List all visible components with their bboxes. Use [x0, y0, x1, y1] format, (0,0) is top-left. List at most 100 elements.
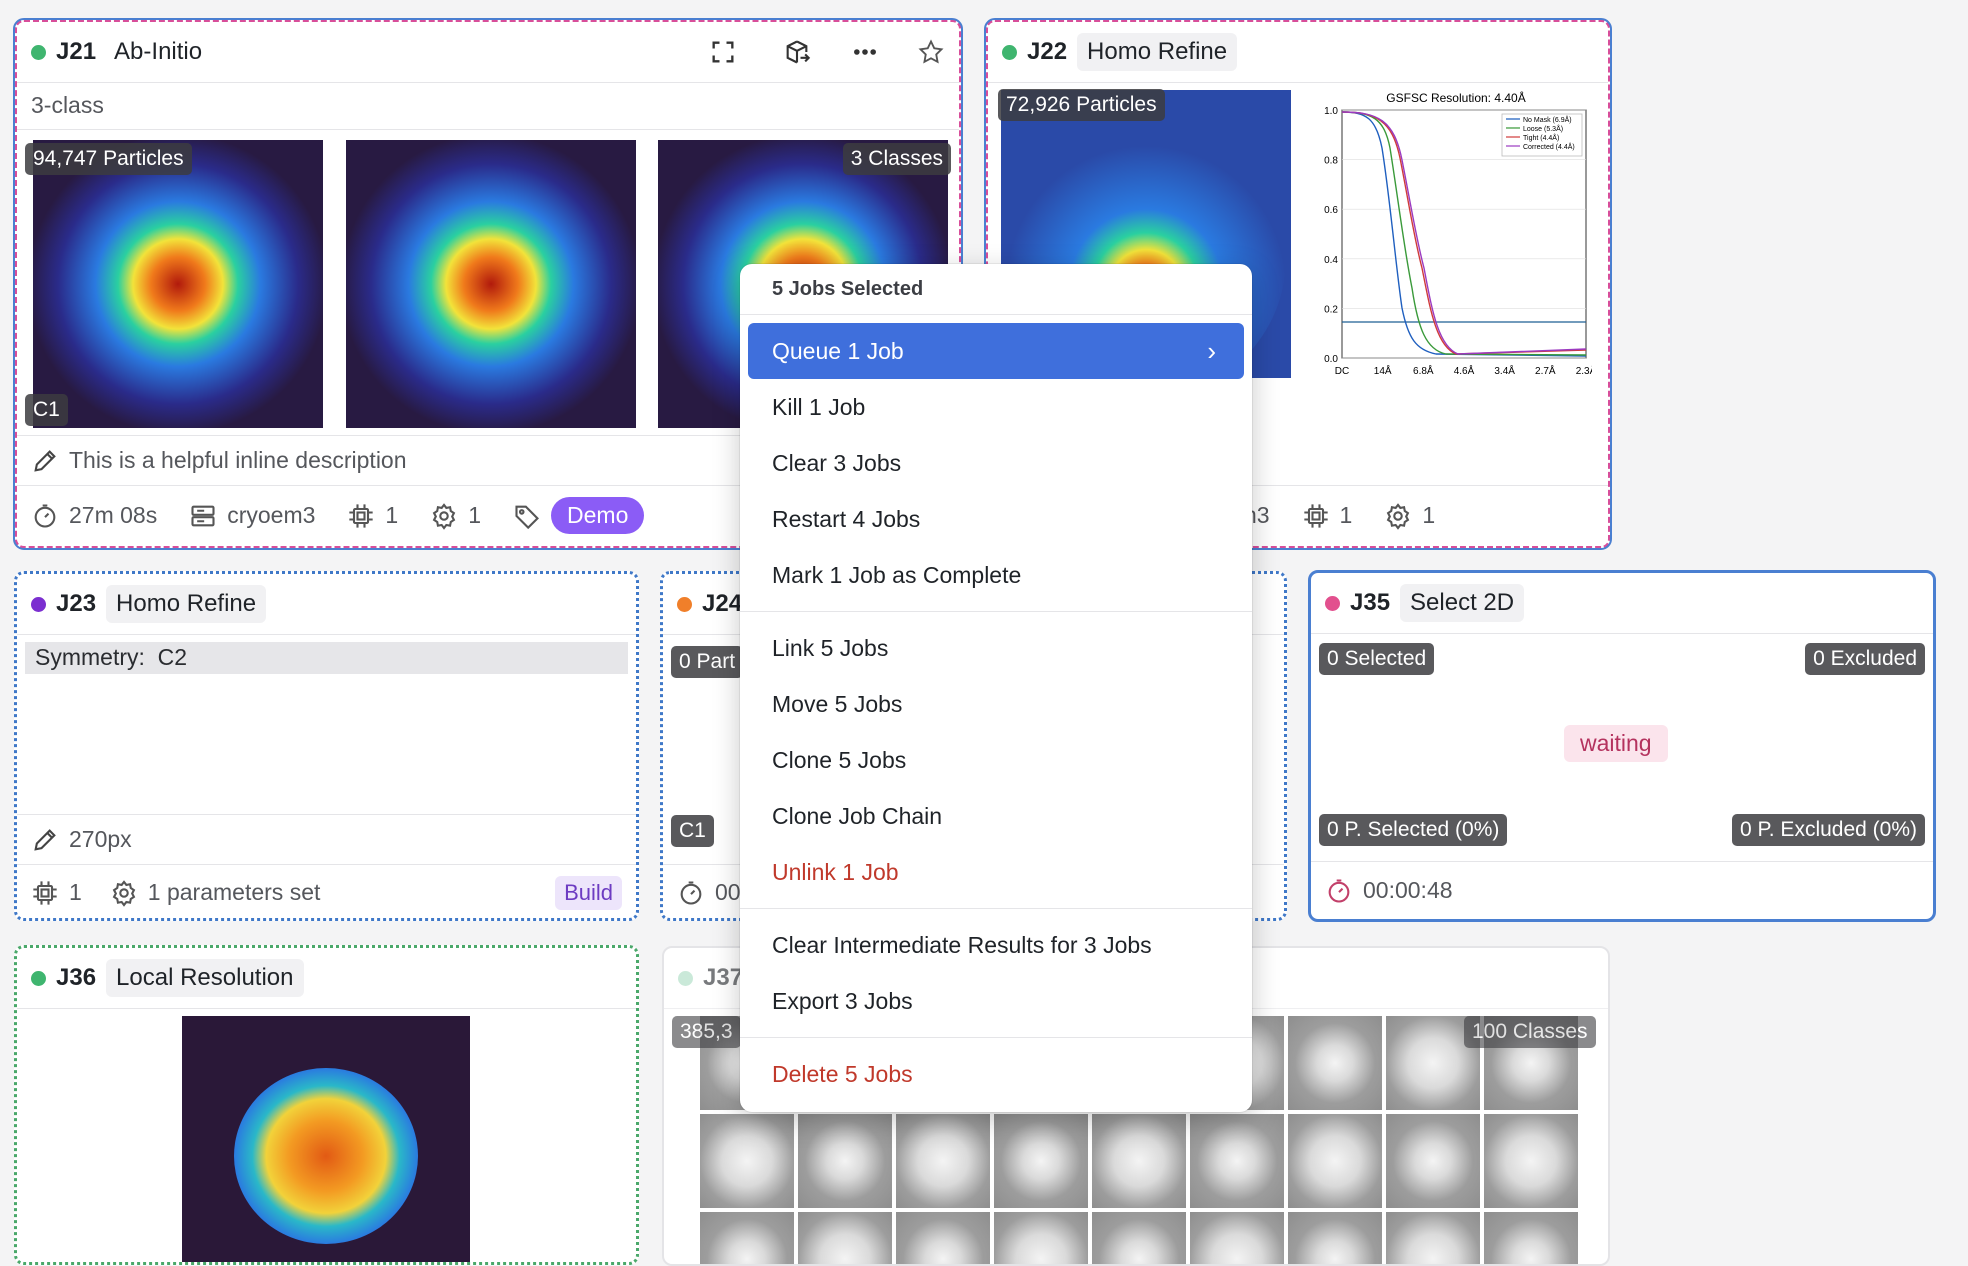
timer-icon — [31, 502, 59, 530]
fsc-chart: GSFSC Resolution: 4.40Å 1.0 0.8 0.6 0.4 0.2 0… — [1316, 88, 1592, 398]
class-average-thumbnail — [1288, 1016, 1382, 1110]
job-id: J21 — [56, 38, 97, 65]
menu-item-mark-complete[interactable]: Mark 1 Job as Complete — [740, 547, 1252, 603]
class-image-1 — [33, 140, 323, 428]
status-dot — [1002, 44, 1017, 60]
elapsed-time: 27m 08s — [69, 502, 158, 528]
class-average-thumbnail — [1190, 1114, 1284, 1208]
fsc-x-tick: 3.4Å — [1494, 364, 1515, 377]
job-type: Homo Refine — [1077, 33, 1238, 71]
subtitle-text: 3-class — [31, 92, 104, 118]
selected-badge: 0 Selected — [1319, 643, 1435, 675]
job-card-j23[interactable]: J23 Homo Refine Symmetry: C2 270px 1 1 p… — [14, 571, 639, 921]
tag-icon — [513, 502, 541, 530]
build-badge[interactable]: Build — [555, 875, 622, 910]
fsc-y-tick: 0.8 — [1324, 156, 1338, 167]
elapsed-time: 00:00:48 — [1363, 877, 1453, 903]
pencil-icon — [31, 447, 59, 475]
menu-item-restart[interactable]: Restart 4 Jobs — [740, 491, 1252, 547]
status-dot — [31, 44, 46, 60]
fsc-curve-corrected — [1341, 111, 1587, 355]
card-footer: 27m 08s cryoem3 1 1 Demo — [17, 485, 959, 545]
menu-item-move[interactable]: Move 5 Jobs — [740, 676, 1252, 732]
card-header: J23 Homo Refine — [17, 574, 636, 635]
menu-item-clone-chain[interactable]: Clone Job Chain — [740, 788, 1252, 844]
card-footer: 1 1 parameters set Build — [17, 864, 636, 918]
card-header: J22 Homo Refine — [988, 22, 1608, 83]
job-type: Select 2D — [1400, 584, 1525, 622]
class-average-thumbnail — [1092, 1212, 1186, 1264]
star-icon[interactable] — [917, 38, 945, 66]
fsc-x-ticks: DC 14Å 6.8Å 4.6Å 3.4Å 2.7Å 2.3Å — [1335, 364, 1592, 377]
job-type: Local Resolution — [106, 959, 304, 997]
particles-badge: 94,747 Particles — [25, 143, 192, 175]
box-size-row[interactable]: 270px — [17, 814, 636, 864]
fsc-y-tick: 0.2 — [1324, 304, 1338, 315]
fsc-curve-nomask — [1341, 111, 1587, 357]
class-image-2 — [346, 140, 636, 428]
menu-item-label: Mark 1 Job as Complete — [772, 561, 1022, 588]
params-count: 1 — [468, 502, 482, 528]
menu-item-delete[interactable]: Delete 5 Jobs — [740, 1046, 1252, 1102]
excluded-badge: 0 Excluded — [1805, 643, 1925, 675]
fsc-legend: No Mask (6.9Å)Loose (5.3Å)Tight (4.4Å)Co… — [1506, 115, 1575, 151]
particles-badge: 385,3 — [672, 1016, 741, 1048]
gpu-chip-icon — [1302, 502, 1330, 530]
menu-item-unlink[interactable]: Unlink 1 Job — [740, 844, 1252, 900]
more-options-icon[interactable] — [851, 38, 879, 66]
menu-item-queue[interactable]: Queue 1 Job › — [748, 323, 1244, 379]
fsc-x-tick: 2.7Å — [1535, 364, 1556, 377]
gear-icon — [1384, 502, 1412, 530]
cube-export-icon[interactable] — [783, 38, 811, 66]
menu-item-label: Clear 3 Jobs — [772, 449, 902, 476]
class-average-thumbnail — [1386, 1212, 1480, 1264]
job-card-j22[interactable]: J22 Homo Refine 72,926 Particles GSFSC R… — [984, 18, 1612, 550]
fsc-x-tick: 14Å — [1374, 364, 1392, 377]
timer-icon — [1325, 877, 1353, 905]
fsc-x-tick: 4.6Å — [1454, 364, 1475, 377]
menu-item-label: Link 5 Jobs — [772, 634, 889, 661]
class-average-thumbnail — [896, 1212, 990, 1264]
class-average-thumbnail — [700, 1212, 794, 1264]
menu-item-link[interactable]: Link 5 Jobs — [740, 620, 1252, 676]
box-size: 270px — [69, 826, 132, 852]
menu-item-clone[interactable]: Clone 5 Jobs — [740, 732, 1252, 788]
status-waiting: waiting — [1564, 725, 1668, 762]
gear-icon — [430, 502, 458, 530]
menu-item-label: Clone Job Chain — [772, 802, 943, 829]
menu-item-clear[interactable]: Clear 3 Jobs — [740, 435, 1252, 491]
description-row[interactable]: This is a helpful inline description — [17, 435, 959, 485]
job-card-j35[interactable]: J35 Select 2D 0 Selected 0 Excluded wait… — [1308, 570, 1936, 922]
status-dot — [677, 596, 692, 612]
menu-item-export[interactable]: Export 3 Jobs — [740, 973, 1252, 1029]
context-menu: 5 Jobs Selected Queue 1 Job › Kill 1 Job… — [740, 264, 1252, 1112]
fsc-y-tick: 0.0 — [1324, 354, 1338, 365]
gpu-count: 1 — [385, 502, 399, 528]
card-header: J35 Select 2D — [1311, 573, 1933, 634]
fsc-y-ticks: 1.0 0.8 0.6 0.4 0.2 0.0 — [1324, 106, 1586, 365]
job-card-j36[interactable]: J36 Local Resolution — [14, 945, 639, 1265]
fsc-legend-label: No Mask (6.9Å) — [1523, 115, 1572, 124]
card-header: J36 Local Resolution — [17, 948, 636, 1009]
tag-demo[interactable]: Demo — [551, 497, 645, 534]
status-dot — [31, 596, 46, 612]
job-id: J36 — [56, 964, 97, 991]
fsc-title: GSFSC Resolution: 4.40Å — [1386, 90, 1525, 105]
fsc-curve-tight — [1341, 111, 1587, 355]
class-average-thumbnail — [1092, 1114, 1186, 1208]
job-type: Homo Refine — [106, 585, 267, 623]
menu-item-kill[interactable]: Kill 1 Job — [740, 379, 1252, 435]
class-average-thumbnail — [1386, 1114, 1480, 1208]
class-average-thumbnail — [1288, 1212, 1382, 1264]
fsc-x-tick: 6.8Å — [1413, 364, 1434, 377]
expand-icon[interactable] — [709, 38, 737, 66]
params-count: 1 — [1422, 502, 1436, 528]
symmetry-field: Symmetry: C2 — [25, 642, 628, 674]
job-id: J37 — [703, 964, 744, 991]
menu-item-clear-intermediate[interactable]: Clear Intermediate Results for 3 Jobs — [740, 917, 1252, 973]
fsc-legend-label: Corrected (4.4Å) — [1523, 142, 1575, 151]
p-selected-badge: 0 P. Selected (0%) — [1319, 814, 1508, 846]
class-average-thumbnail — [994, 1114, 1088, 1208]
menu-separator — [740, 1037, 1252, 1038]
fsc-legend-label: Tight (4.4Å) — [1523, 133, 1559, 142]
